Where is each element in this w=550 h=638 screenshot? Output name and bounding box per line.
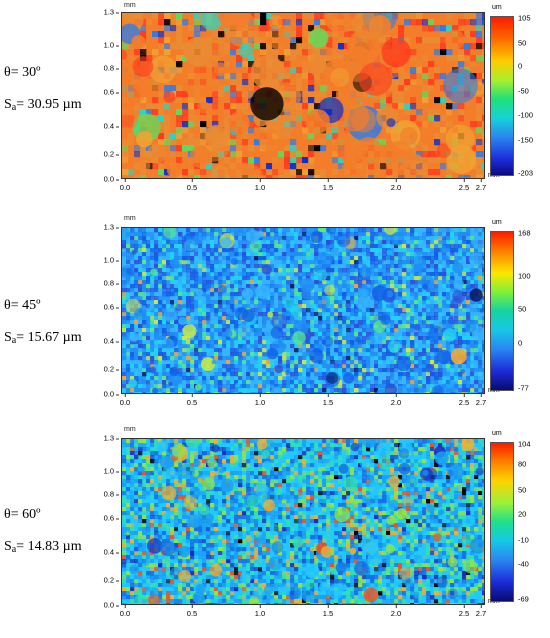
colorbar-unit: um — [492, 4, 502, 11]
y-tick: 0.6 — [104, 88, 119, 97]
y-tick: 1.0 — [104, 256, 119, 265]
y-axis: 1.3 1.0 0.8 0.6 0.4 0.2 0.0 — [95, 8, 119, 184]
height-map-texture — [122, 228, 484, 393]
colorbar-unit: um — [492, 430, 502, 437]
colorbar-tick: -150 — [518, 135, 534, 145]
x-tick: 2.5 — [458, 394, 470, 407]
colorbar-ticks: 104 80 50 20 -10 -40 -69 — [518, 439, 550, 604]
surface-height-map — [121, 12, 485, 179]
height-map-texture — [122, 13, 484, 178]
sa-label: Sa= 15.67 µm — [4, 330, 82, 346]
x-tick: 1.5 — [322, 179, 334, 192]
y-tick: 0.0 — [104, 390, 119, 399]
y-tick: 0.2 — [104, 150, 119, 159]
colorbar-tick: -203 — [518, 168, 534, 178]
y-axis: 1.3 1.0 0.8 0.6 0.4 0.2 0.0 — [95, 434, 119, 610]
colorbar-tick: -77 — [518, 383, 529, 393]
y-tick: 0.4 — [104, 122, 119, 131]
colorbar-ticks: 105 50 0 -50 -100 -150 -203 — [518, 13, 550, 178]
colorbar-tick: 0 — [518, 61, 523, 71]
y-unit-label: mm — [124, 2, 136, 9]
panel-label: θ= 45º Sa= 15.67 µm — [4, 297, 82, 350]
x-tick: 1.5 — [322, 394, 334, 407]
colorbar-tick: 100 — [518, 271, 531, 281]
y-tick: 0.8 — [104, 279, 119, 288]
colorbar-ticks: 168 100 50 0 -77 — [518, 228, 550, 393]
theta-label: θ= 30º — [4, 65, 41, 80]
colorbar-tick: 20 — [518, 509, 527, 519]
colorbar-tick: -69 — [518, 594, 529, 604]
y-tick: 0.4 — [104, 548, 119, 557]
panel-label: θ= 30º Sa= 30.95 µm — [4, 64, 82, 117]
x-tick: 2.7 — [475, 605, 487, 618]
x-tick: 2.5 — [458, 179, 470, 192]
y-tick: 0.0 — [104, 601, 119, 610]
panel-theta-45: θ= 45º Sa= 15.67 µm mm 1.3 1.0 0.8 0.6 0… — [0, 215, 550, 427]
colorbar-tick: -50 — [518, 86, 529, 96]
y-tick: 1.3 — [104, 8, 119, 17]
x-tick: 2.7 — [475, 179, 487, 192]
colorbar-tick: 50 — [518, 38, 527, 48]
colorbar-tick: 104 — [518, 439, 531, 449]
y-tick: 0.8 — [104, 64, 119, 73]
x-tick: 0.0 — [119, 394, 131, 407]
x-tick: 1.5 — [322, 605, 334, 618]
colorbar-tick: 0 — [518, 338, 523, 348]
panel-theta-60: θ= 60º Sa= 14.83 µm mm 1.3 1.0 0.8 0.6 0… — [0, 426, 550, 638]
colorbar-tick: 80 — [518, 459, 527, 469]
y-tick: 0.4 — [104, 337, 119, 346]
theta-label: θ= 60º — [4, 507, 41, 522]
colorbar-tick: 105 — [518, 13, 531, 23]
x-tick: 1.0 — [254, 394, 266, 407]
x-tick: 2.0 — [390, 605, 402, 618]
x-tick: 0.0 — [119, 605, 131, 618]
colorbar — [490, 231, 514, 391]
y-axis: 1.3 1.0 0.8 0.6 0.4 0.2 0.0 — [95, 223, 119, 399]
colorbar — [490, 442, 514, 602]
x-tick: 0.0 — [119, 179, 131, 192]
x-tick: 2.0 — [390, 394, 402, 407]
y-tick: 0.2 — [104, 365, 119, 374]
panel-theta-30: θ= 30º Sa= 30.95 µm mm 1.3 1.0 0.8 0.6 0… — [0, 0, 550, 212]
surface-height-map — [121, 227, 485, 394]
y-tick: 0.8 — [104, 490, 119, 499]
surface-height-map — [121, 438, 485, 605]
colorbar-tick: -10 — [518, 535, 529, 545]
height-map-texture — [122, 439, 484, 604]
x-tick: 1.0 — [254, 179, 266, 192]
colorbar-unit: um — [492, 219, 502, 226]
colorbar-tick: 168 — [518, 228, 531, 238]
theta-label: θ= 45º — [4, 298, 41, 313]
x-tick: 0.5 — [186, 605, 198, 618]
x-tick: 2.7 — [475, 394, 487, 407]
colorbar — [490, 16, 514, 176]
x-tick: 0.5 — [186, 394, 198, 407]
y-tick: 0.6 — [104, 303, 119, 312]
colorbar-tick: -40 — [518, 559, 529, 569]
y-tick: 0.2 — [104, 576, 119, 585]
y-tick: 0.0 — [104, 175, 119, 184]
x-tick: 0.5 — [186, 179, 198, 192]
colorbar-tick: -100 — [518, 110, 534, 120]
colorbar-tick: 50 — [518, 304, 527, 314]
sa-label: Sa= 14.83 µm — [4, 539, 82, 555]
x-axis: 0.0 0.5 1.0 1.5 2.0 2.5 2.7 — [119, 394, 487, 409]
y-tick: 1.3 — [104, 223, 119, 232]
y-tick: 1.0 — [104, 467, 119, 476]
x-axis: 0.0 0.5 1.0 1.5 2.0 2.5 2.7 — [119, 179, 487, 194]
x-tick: 2.5 — [458, 605, 470, 618]
y-unit-label: mm — [124, 215, 136, 222]
x-axis: 0.0 0.5 1.0 1.5 2.0 2.5 2.7 — [119, 605, 487, 620]
y-tick: 1.0 — [104, 41, 119, 50]
y-unit-label: mm — [124, 426, 136, 433]
sa-label: Sa= 30.95 µm — [4, 97, 82, 113]
y-tick: 1.3 — [104, 434, 119, 443]
panel-label: θ= 60º Sa= 14.83 µm — [4, 506, 82, 559]
y-tick: 0.6 — [104, 514, 119, 523]
colorbar-tick: 50 — [518, 485, 527, 495]
x-tick: 2.0 — [390, 179, 402, 192]
x-tick: 1.0 — [254, 605, 266, 618]
